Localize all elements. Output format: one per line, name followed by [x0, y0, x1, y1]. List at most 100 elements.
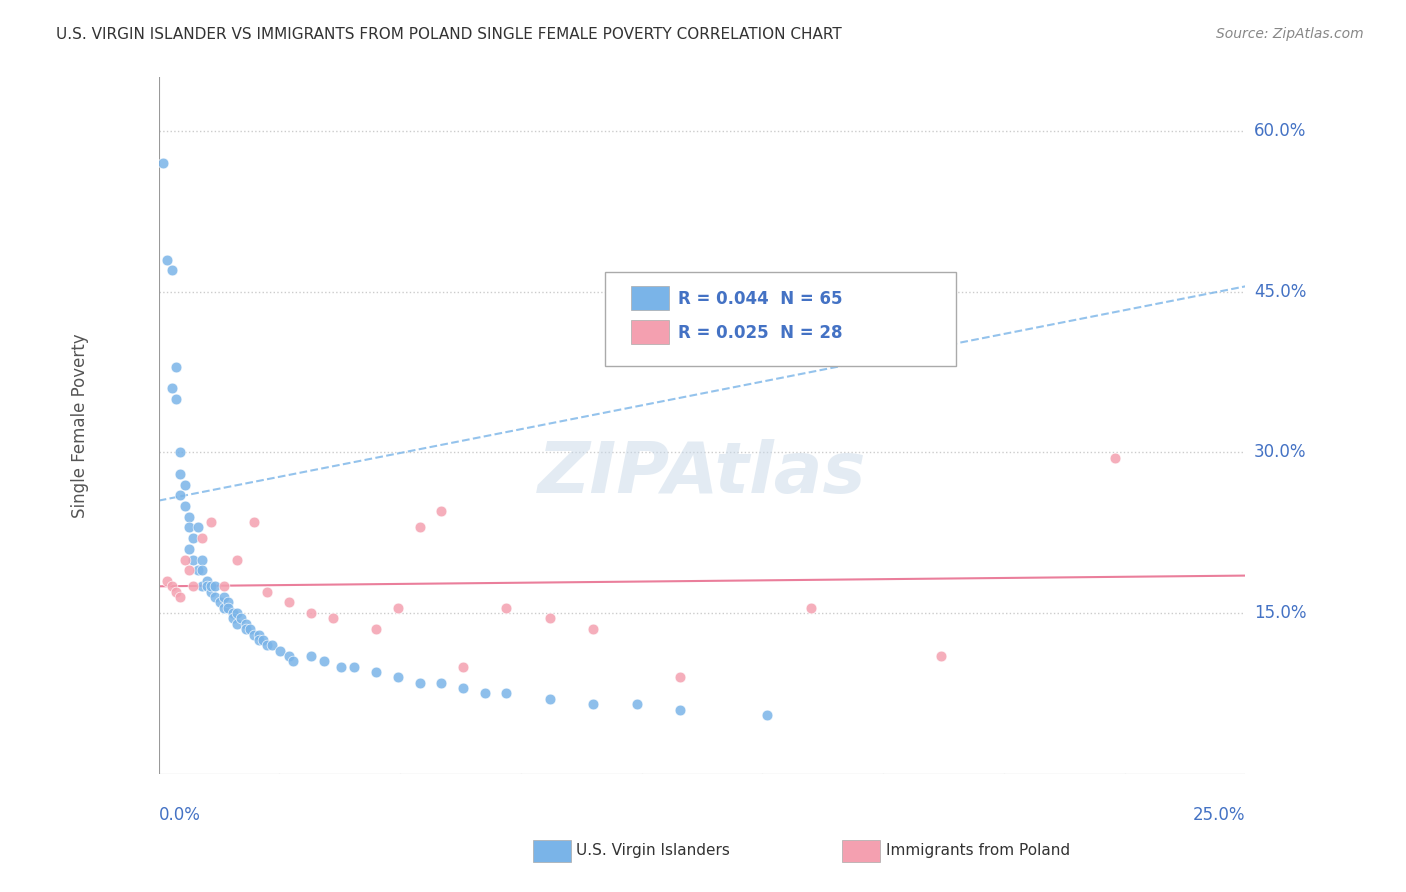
- Point: [183, 579, 205, 593]
- Point: [247, 627, 270, 641]
- Point: [283, 654, 305, 668]
- Point: [187, 520, 209, 534]
- Point: [195, 574, 218, 588]
- Point: [669, 670, 692, 684]
- Point: [179, 520, 201, 534]
- Point: [299, 606, 322, 620]
- Text: 60.0%: 60.0%: [1254, 122, 1306, 140]
- Point: [226, 606, 249, 620]
- Point: [474, 686, 496, 700]
- Point: [451, 659, 474, 673]
- Point: [221, 606, 243, 620]
- Point: [191, 531, 214, 545]
- Point: [179, 563, 201, 577]
- Point: [226, 616, 249, 631]
- Point: [173, 499, 195, 513]
- Point: [226, 552, 249, 566]
- Point: [387, 600, 409, 615]
- Point: [169, 445, 191, 459]
- Point: [343, 659, 366, 673]
- Point: [929, 648, 952, 663]
- Point: [408, 520, 430, 534]
- Point: [430, 675, 453, 690]
- Point: [495, 686, 517, 700]
- Point: [169, 590, 191, 604]
- Point: [165, 359, 187, 374]
- Point: [217, 595, 239, 609]
- Point: [322, 611, 344, 625]
- Point: [173, 552, 195, 566]
- Point: [173, 477, 195, 491]
- Point: [364, 665, 387, 679]
- Point: [243, 515, 266, 529]
- Text: R = 0.025  N = 28: R = 0.025 N = 28: [678, 324, 842, 342]
- Point: [187, 563, 209, 577]
- Point: [221, 611, 243, 625]
- Point: [212, 600, 235, 615]
- Point: [1104, 450, 1126, 465]
- Point: [200, 584, 222, 599]
- Point: [235, 616, 257, 631]
- Point: [160, 263, 183, 277]
- Point: [312, 654, 335, 668]
- Text: 0.0%: 0.0%: [159, 805, 201, 824]
- Point: [160, 579, 183, 593]
- Point: [495, 600, 517, 615]
- Point: [256, 638, 278, 652]
- Point: [299, 648, 322, 663]
- Point: [191, 579, 214, 593]
- Point: [538, 691, 561, 706]
- Point: [451, 681, 474, 695]
- Point: [183, 531, 205, 545]
- Point: [278, 595, 301, 609]
- Point: [800, 600, 823, 615]
- Point: [247, 632, 270, 647]
- Point: [252, 632, 274, 647]
- Point: [204, 579, 226, 593]
- Point: [330, 659, 353, 673]
- Point: [669, 702, 692, 716]
- Text: 45.0%: 45.0%: [1254, 283, 1306, 301]
- Point: [364, 622, 387, 636]
- Point: [156, 252, 179, 267]
- Point: [204, 590, 226, 604]
- Point: [195, 579, 218, 593]
- Point: [387, 670, 409, 684]
- Point: [756, 707, 779, 722]
- Point: [200, 515, 222, 529]
- Point: [208, 595, 231, 609]
- Text: U.S. Virgin Islanders: U.S. Virgin Islanders: [576, 844, 730, 858]
- Point: [582, 622, 605, 636]
- Point: [152, 156, 174, 170]
- Point: [582, 697, 605, 711]
- Point: [430, 504, 453, 518]
- Text: Immigrants from Poland: Immigrants from Poland: [886, 844, 1070, 858]
- Point: [179, 541, 201, 556]
- Point: [260, 638, 283, 652]
- Point: [538, 611, 561, 625]
- Text: U.S. VIRGIN ISLANDER VS IMMIGRANTS FROM POLAND SINGLE FEMALE POVERTY CORRELATION: U.S. VIRGIN ISLANDER VS IMMIGRANTS FROM …: [56, 27, 842, 42]
- Point: [626, 697, 648, 711]
- Point: [235, 622, 257, 636]
- Point: [191, 563, 214, 577]
- Text: 15.0%: 15.0%: [1254, 604, 1306, 622]
- Point: [256, 584, 278, 599]
- Point: [243, 627, 266, 641]
- Point: [212, 579, 235, 593]
- Point: [191, 552, 214, 566]
- Point: [156, 574, 179, 588]
- Text: 30.0%: 30.0%: [1254, 443, 1306, 461]
- Point: [165, 392, 187, 406]
- Point: [231, 611, 253, 625]
- Point: [408, 675, 430, 690]
- Point: [212, 590, 235, 604]
- Point: [269, 643, 291, 657]
- Point: [169, 467, 191, 481]
- Point: [160, 381, 183, 395]
- Point: [165, 584, 187, 599]
- Point: [179, 509, 201, 524]
- Text: Source: ZipAtlas.com: Source: ZipAtlas.com: [1216, 27, 1364, 41]
- Point: [183, 552, 205, 566]
- Point: [200, 579, 222, 593]
- Text: R = 0.044  N = 65: R = 0.044 N = 65: [678, 290, 842, 308]
